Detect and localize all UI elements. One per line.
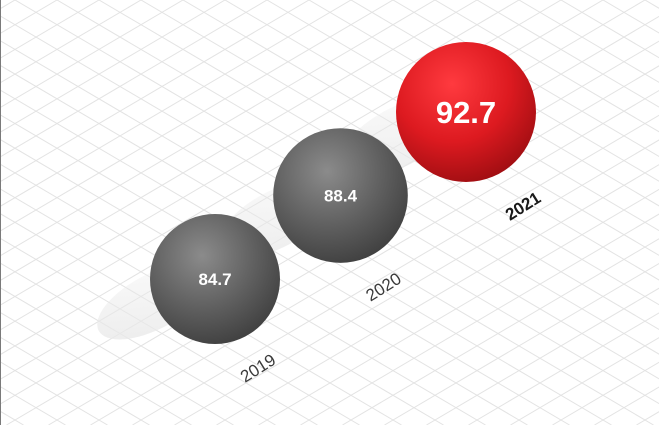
grid-line [552,361,659,425]
grid-line [384,262,659,425]
grid-line [476,0,659,108]
grid-line [342,238,659,425]
year-label-2021: 2021 [502,188,544,224]
grid-line [510,337,659,425]
grid-line [602,0,659,34]
grid-line [1,90,570,425]
grid-line [90,90,659,425]
grid-line [48,65,659,425]
grid-line [1,411,24,425]
grid-line [1,262,276,425]
grid-line [1,139,486,425]
grid-line [258,188,659,425]
grid-line [1,0,310,182]
value-label-2021: 92.7 [436,95,496,130]
grid-line [1,0,352,207]
grid-line [1,0,394,232]
grid-line [1,164,444,425]
grid-line [636,411,659,425]
grid-line [266,0,659,232]
grid-line [182,0,659,281]
grid-line [1,337,150,425]
grid-line [1,188,402,425]
grid-line [1,0,436,256]
grid-line [644,0,659,9]
bubble-2020 [273,128,408,263]
grid-line [518,0,659,83]
grid-line [426,287,659,425]
grid-line [434,0,659,133]
grid-line [300,213,659,425]
bubble-2019 [150,214,280,344]
value-label-2020: 88.4 [324,187,358,206]
grid-line [1,0,268,158]
grid-line [1,213,360,425]
grid-line [1,0,16,9]
grid-line [1,0,520,306]
grid-line [132,114,659,425]
bubble-2021 [396,42,536,182]
grid-line [1,312,192,425]
grid-line [224,0,659,256]
grid-line [1,0,478,281]
grid-line [216,164,659,425]
grid-line [468,312,659,425]
grid-line [174,139,659,425]
bubbles: 84.7 88.4 92.7 [150,42,536,344]
grid-line [1,0,58,34]
grid-line [56,0,659,355]
grid-line [560,0,659,59]
grid-line [1,0,226,133]
grid-line [1,0,184,108]
year-label-2019: 2019 [237,350,279,386]
grid-line [1,361,108,425]
grid-line [1,0,142,83]
value-label-2019: 84.7 [198,270,231,289]
grid-line [140,0,659,306]
grid-line [1,114,528,425]
grid-line [1,238,318,425]
grid-line [1,0,100,59]
grid-line [1,287,234,425]
grid-line [98,0,659,330]
